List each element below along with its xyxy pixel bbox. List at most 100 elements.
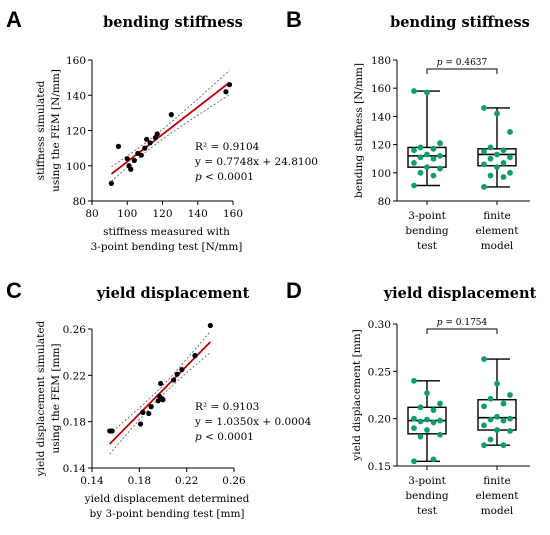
- data-point: [430, 407, 437, 414]
- data-point: [487, 416, 494, 423]
- data-point: [481, 442, 487, 449]
- y-axis-label: using the FEM [N/mm]: [50, 69, 62, 192]
- data-point: [411, 458, 417, 465]
- regression-equation: y = 0.7748x + 24.8100: [194, 156, 318, 168]
- data-point: [500, 442, 507, 449]
- data-point: [158, 380, 164, 387]
- data-point: [146, 410, 152, 417]
- data-point: [417, 154, 424, 161]
- y-tick-label: 120: [371, 140, 391, 152]
- data-point: [424, 89, 430, 96]
- panel-title: yield displacement: [383, 285, 537, 302]
- data-point: [154, 131, 160, 137]
- y-tick-label: 180: [371, 55, 391, 67]
- category-label: bending: [405, 490, 449, 502]
- y-tick-label: 160: [66, 55, 86, 67]
- data-point: [500, 400, 507, 407]
- data-point: [411, 88, 417, 94]
- significance-bracket: [426, 68, 498, 74]
- data-point: [487, 395, 494, 402]
- data-point: [148, 404, 154, 410]
- data-point: [430, 419, 437, 426]
- y-tick-label: 120: [66, 126, 86, 138]
- category-label: element: [476, 490, 520, 502]
- data-point: [487, 144, 494, 151]
- data-point: [424, 164, 430, 171]
- data-point: [192, 353, 198, 359]
- panel-d-boxplot: yield displacement 0.15 0.20 0.25 0.30 yield …: [351, 285, 537, 517]
- data-point: [481, 184, 487, 190]
- significance-p-value: p = 0.1754: [437, 318, 488, 328]
- panel-a-scatter: bending stiffness 80 100 120 140 160 80 100 120 1…: [35, 14, 318, 253]
- data-point: [207, 322, 213, 329]
- x-tick-label: 0.14: [80, 475, 104, 487]
- data-point: [109, 428, 115, 434]
- p-value: p < 0.0001: [195, 431, 254, 443]
- x-tick-label: 120: [152, 208, 172, 220]
- x-tick-label: 100: [117, 208, 137, 220]
- data-point: [424, 416, 430, 423]
- category-label: model: [481, 505, 514, 517]
- y-axis-label: yield displacement simulated: [35, 320, 47, 477]
- regression-line: [109, 341, 211, 445]
- panel-letter-a: A: [6, 7, 22, 32]
- x-tick-label: 140: [188, 208, 208, 220]
- data-point: [481, 356, 487, 362]
- data-point: [507, 129, 513, 135]
- data-point: [137, 421, 144, 427]
- regression-equation: y = 1.0350x + 0.0004: [194, 416, 312, 428]
- data-point: [437, 165, 443, 172]
- data-point: [494, 164, 500, 171]
- data-point: [424, 390, 430, 397]
- data-point: [430, 145, 437, 152]
- data-point: [411, 147, 417, 154]
- y-tick-label: 160: [371, 83, 391, 95]
- x-tick-label: 80: [85, 208, 98, 220]
- data-point: [494, 380, 500, 387]
- data-point: [494, 427, 500, 433]
- data-point: [171, 377, 177, 383]
- x-axis-label: 3-point bending test [N/mm]: [91, 241, 243, 253]
- y-axis-label: yield displacement [mm]: [351, 329, 363, 461]
- category-label: model: [481, 240, 514, 252]
- data-point: [128, 166, 134, 172]
- data-point: [115, 143, 122, 149]
- data-point: [494, 110, 500, 117]
- y-tick-label: 0.26: [63, 324, 87, 336]
- data-point: [131, 157, 137, 164]
- data-point: [437, 431, 443, 438]
- r-squared: R² = 0.9104: [195, 141, 260, 153]
- y-tick-label: 0.14: [63, 463, 87, 475]
- category-label: finite: [483, 475, 511, 487]
- data-point: [481, 105, 487, 111]
- data-point: [487, 155, 494, 162]
- data-point: [500, 174, 507, 180]
- data-point: [481, 161, 487, 168]
- data-point: [417, 404, 424, 411]
- y-axis-label: using the FEM [mm]: [50, 343, 62, 453]
- data-point: [494, 151, 500, 158]
- data-point: [487, 436, 494, 443]
- y-tick-label: 140: [66, 90, 86, 102]
- x-tick-label: 160: [223, 208, 243, 220]
- panel-title: bending stiffness: [103, 14, 243, 31]
- data-point: [430, 172, 437, 179]
- y-tick-label: 100: [371, 168, 391, 180]
- data-point: [500, 417, 507, 424]
- y-tick-label: 0.18: [63, 417, 86, 429]
- data-point: [138, 152, 144, 158]
- regression-line: [110, 81, 231, 175]
- panel-letter-d: D: [286, 278, 302, 303]
- data-point: [223, 89, 229, 95]
- data-point: [144, 136, 150, 142]
- data-point: [507, 392, 513, 398]
- data-point: [507, 428, 513, 434]
- data-point: [411, 425, 417, 432]
- y-tick-label: 0.15: [368, 461, 391, 473]
- y-tick-label: 100: [66, 161, 86, 173]
- panel-title: bending stiffness: [390, 14, 530, 31]
- data-point: [168, 112, 174, 118]
- x-tick-label: 0.18: [128, 475, 151, 487]
- y-tick-label: 140: [371, 111, 391, 123]
- y-tick-label: 0.20: [368, 414, 391, 426]
